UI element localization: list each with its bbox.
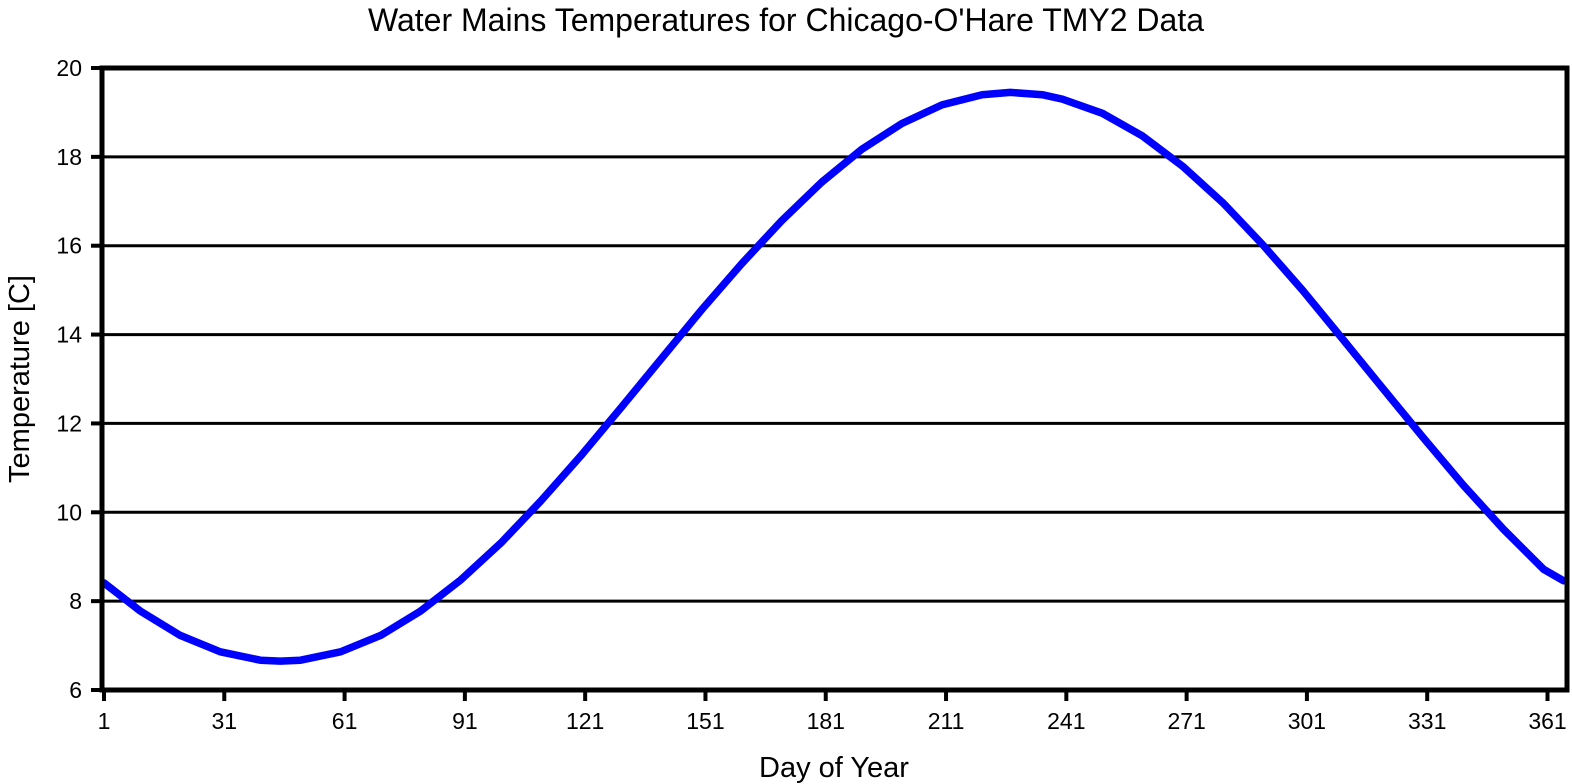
x-tick-label: 271 (1167, 708, 1205, 734)
plot-border (99, 65, 1570, 693)
temperature-series-line (100, 88, 1568, 665)
y-tick-label: 20 (56, 55, 82, 81)
x-tick-label: 361 (1528, 708, 1566, 734)
x-axis-tick-labels: 1 31 61 91 121 151 181 211 241 271 301 331 361 (98, 708, 1567, 734)
x-tick-label: 151 (686, 708, 724, 734)
x-tick-label: 31 (211, 708, 237, 734)
x-tick-label: 121 (566, 708, 604, 734)
y-tick-label: 6 (69, 677, 82, 703)
y-tick-label: 16 (56, 233, 82, 259)
y-tick-label: 14 (56, 322, 82, 348)
chart-title: Water Mains Temperatures for Chicago-O'H… (368, 2, 1204, 38)
y-tick-label: 8 (69, 588, 82, 614)
y-tick-label: 18 (56, 144, 82, 170)
y-tick-label: 10 (56, 499, 82, 525)
x-tick-label: 301 (1288, 708, 1326, 734)
y-axis-label: Temperature [C] (4, 275, 36, 483)
y-tick-label: 12 (56, 410, 82, 436)
x-axis-label: Day of Year (759, 752, 909, 784)
x-tick-label: 241 (1047, 708, 1085, 734)
x-tick-label: 1 (98, 708, 111, 734)
x-tick-label: 181 (807, 708, 845, 734)
x-tick-label: 91 (452, 708, 478, 734)
y-axis-tick-labels: 6 8 10 12 14 16 18 20 (56, 55, 82, 703)
horizontal-gridlines (102, 155, 1567, 603)
x-tick-label: 331 (1408, 708, 1446, 734)
x-tick-label: 61 (332, 708, 358, 734)
x-tick-label: 211 (928, 708, 965, 734)
